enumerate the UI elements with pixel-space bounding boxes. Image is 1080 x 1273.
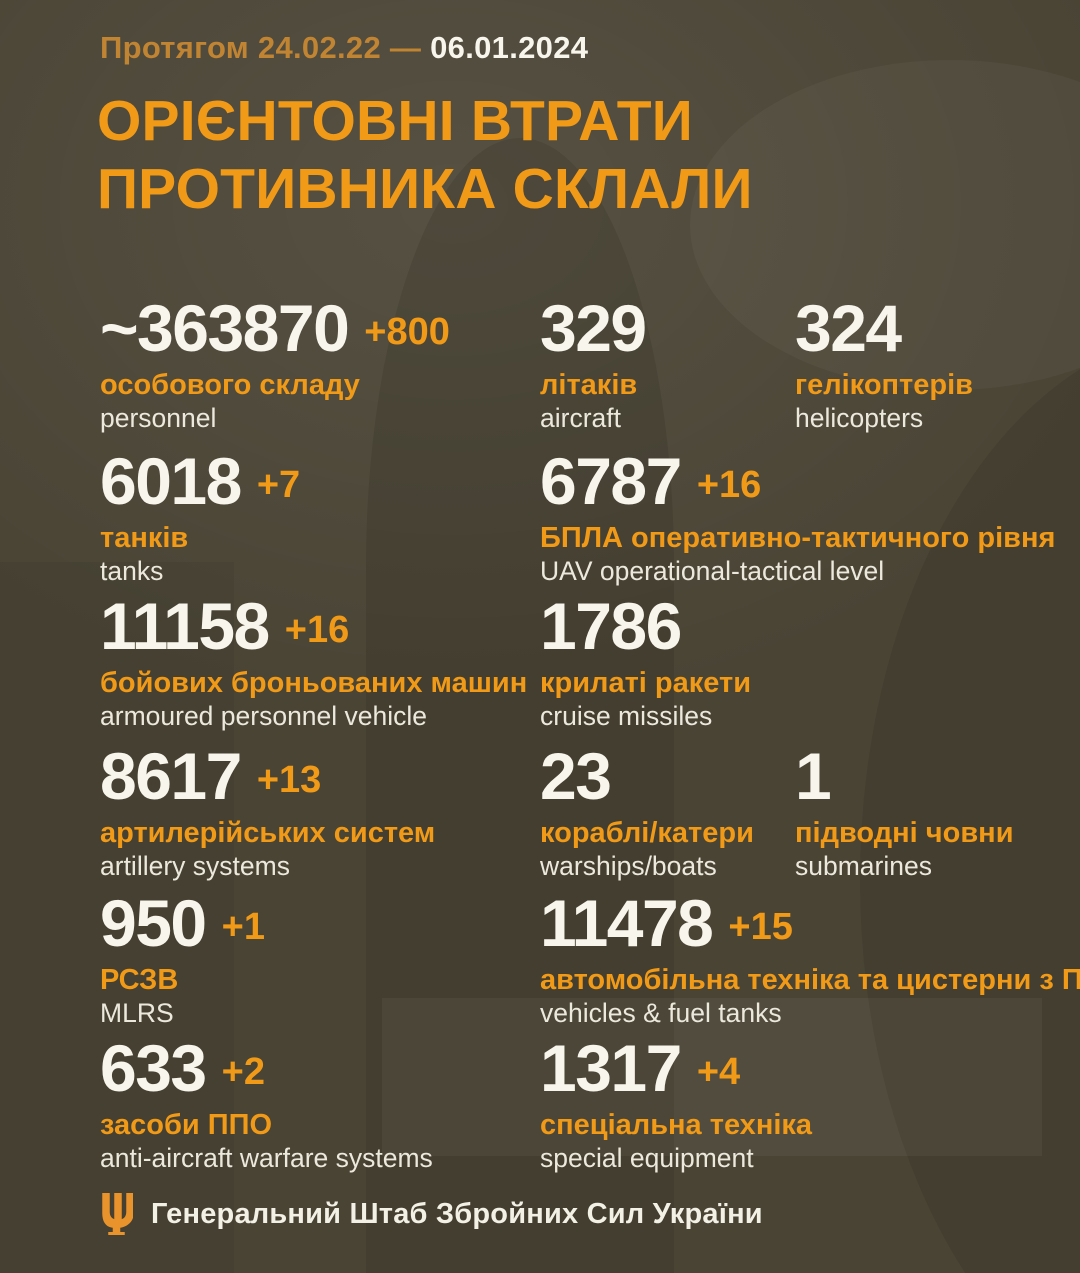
stat-value: 1317 [540,1031,682,1105]
stat-special-equipment: 1317 +4 спеціальна техніка special equipm… [540,1035,812,1173]
stat-personnel: ~363870 +800 особового складу personnel [100,295,450,433]
stat-label-ua: танків [100,522,189,554]
title-line-1: ОРІЄНТОВНІ ВТРАТИ [97,89,693,153]
stat-label-en: warships/boats [540,851,717,882]
stat-value: 23 [540,739,612,813]
stat-helicopters: 324 гелікоптерів helicopters [795,295,973,433]
report-date: 06.01.2024 [430,30,589,65]
stat-value: 6018 [100,444,242,518]
stat-label-ua: гелікоптерів [795,369,973,401]
stat-value: 329 [540,291,647,365]
tryzub-icon [102,1193,133,1235]
stat-label-en: cruise missiles [540,701,713,732]
stat-label-ua: автомобільна техніка та цистерни з ПММ [540,964,1080,996]
stat-vehicles-fuel: 11478 +15 автомобільна техніка та цистерн… [540,890,1080,1028]
period-prefix: Протягом 24.02.22 — [100,30,422,65]
stat-label-en: tanks [100,556,164,587]
stat-warships: 23 кораблі/катери warships/boats [540,743,754,881]
stat-value: 950 [100,886,207,960]
stat-label-ua: крилаті ракети [540,667,752,699]
stat-cruise-missiles: 1786 крилаті ракети cruise missiles [540,593,751,731]
stat-mlrs: 950 +1 РСЗВ MLRS [100,890,265,1028]
stat-label-en: anti-aircraft warfare systems [100,1143,433,1174]
stat-value: 1 [795,739,832,813]
stat-delta: +15 [728,906,793,948]
report-period: Протягом 24.02.22 — 06.01.2024 [100,30,588,66]
stat-label-ua: засоби ППО [100,1109,273,1141]
stat-label-ua: літаків [540,369,638,401]
stat-label-en: UAV operational-tactical level [540,556,885,587]
stat-label-en: helicopters [795,403,924,434]
stat-label-ua: РСЗВ [100,964,179,996]
stat-delta: +16 [284,609,350,651]
stat-label-ua: спеціальна техніка [540,1109,813,1141]
stat-aircraft: 329 літаків aircraft [540,291,647,434]
stat-label-en: personnel [100,403,217,434]
stat-label-en: vehicles & fuel tanks [540,998,782,1029]
stat-delta: +800 [364,311,450,353]
stat-label-en: submarines [795,851,932,882]
stat-label-ua: кораблі/катери [540,817,754,849]
title-line-2: ПРОТИВНИКА СКЛАЛИ [97,156,753,221]
stat-label-en: artillery systems [100,851,290,882]
stat-value: 633 [100,1031,207,1105]
stat-delta: +4 [696,1051,741,1093]
stat-label-ua: артилерійських систем [100,817,436,849]
stat-anti-aircraft: 633 +2 засоби ППО anti-aircraft warfare s… [100,1035,433,1173]
stat-label-ua: бойових броньованих машин [100,667,528,699]
stat-label-en: special equipment [540,1143,754,1174]
stat-label-ua: підводні човни [795,817,1014,849]
stat-armoured-vehicles: 11158 +16 бойових броньованих машин armou… [100,593,527,731]
stat-tanks: 6018 +7 танків tanks [100,448,300,586]
stat-label-ua: БПЛА оперативно-тактичного рівня [540,522,1056,554]
stat-value: 11158 [100,589,270,663]
footer: Генеральний Штаб Збройних Сил України [100,1192,763,1236]
page-title: ОРІЄНТОВНІ ВТРАТИ ПРОТИВНИКА СКЛАЛИ [97,88,753,224]
stat-label-en: armoured personnel vehicle [100,701,428,732]
stat-delta: +13 [256,759,322,801]
footer-organization: Генеральний Штаб Збройних Сил України [151,1197,763,1230]
stat-value: 1786 [540,589,682,663]
stat-delta: +16 [696,464,762,506]
stat-value: 324 [795,291,902,365]
stat-delta: +1 [221,906,265,948]
stat-label-en: aircraft [540,403,621,434]
stat-value: 6787 [540,444,682,518]
stat-value: 8617 [100,739,242,813]
stat-value: ~363870 [100,291,350,365]
stat-submarines: 1 підводні човни submarines [795,743,1014,881]
stat-delta: +7 [256,464,301,506]
stat-delta: +2 [221,1051,265,1093]
stat-label-ua: особового складу [100,369,360,401]
stat-label-en: MLRS [100,998,174,1029]
stat-value: 11478 [540,886,714,960]
stat-artillery: 8617 +13 артилерійських систем artillery … [100,743,435,881]
stat-uav: 6787 +16 БПЛА оперативно-тактичного рівня… [540,448,1055,586]
